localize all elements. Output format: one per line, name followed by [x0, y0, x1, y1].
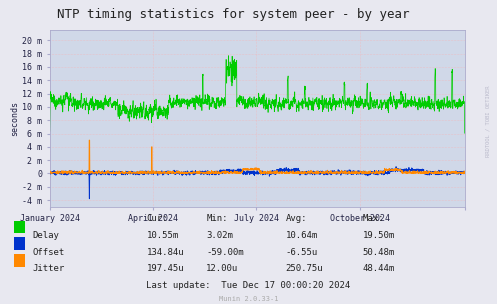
Text: -59.00m: -59.00m: [206, 248, 244, 257]
Text: Munin 2.0.33-1: Munin 2.0.33-1: [219, 296, 278, 302]
Text: -6.55u: -6.55u: [286, 248, 318, 257]
Text: 134.84u: 134.84u: [147, 248, 184, 257]
Text: 10.64m: 10.64m: [286, 231, 318, 240]
Text: 12.00u: 12.00u: [206, 264, 239, 274]
Text: Min:: Min:: [206, 214, 228, 223]
Text: 10.55m: 10.55m: [147, 231, 179, 240]
Text: 197.45u: 197.45u: [147, 264, 184, 274]
Text: Last update:  Tue Dec 17 00:00:20 2024: Last update: Tue Dec 17 00:00:20 2024: [147, 281, 350, 290]
Y-axis label: seconds: seconds: [10, 101, 19, 136]
Text: RRDTOOL / TOBI OETIKER: RRDTOOL / TOBI OETIKER: [486, 86, 491, 157]
Text: Delay: Delay: [32, 231, 59, 240]
Text: Jitter: Jitter: [32, 264, 65, 274]
Text: Max:: Max:: [363, 214, 384, 223]
Text: 250.75u: 250.75u: [286, 264, 324, 274]
Text: 3.02m: 3.02m: [206, 231, 233, 240]
Text: NTP timing statistics for system peer - by year: NTP timing statistics for system peer - …: [57, 8, 410, 21]
Text: 50.48m: 50.48m: [363, 248, 395, 257]
Text: Avg:: Avg:: [286, 214, 307, 223]
Text: 19.50m: 19.50m: [363, 231, 395, 240]
Text: Offset: Offset: [32, 248, 65, 257]
Text: 48.44m: 48.44m: [363, 264, 395, 274]
Text: Cur:: Cur:: [147, 214, 168, 223]
